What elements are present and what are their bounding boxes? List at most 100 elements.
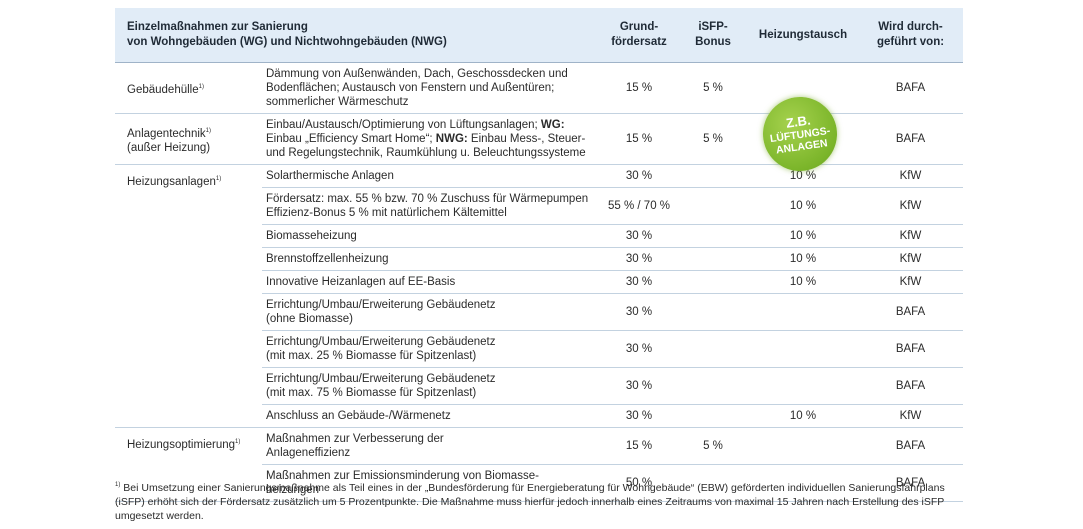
executed-by: KfW bbox=[858, 224, 964, 248]
footnote: 1) Bei Umsetzung einer Sanierungsmaßnahm… bbox=[115, 478, 963, 523]
table-row: Maßnahmen zur Emissionsminderung von Bio… bbox=[115, 464, 964, 502]
description-line: Errichtung/Umbau/Erweiterung Gebäudenetz bbox=[266, 336, 496, 348]
heating-swap-value: 10 % bbox=[789, 276, 817, 288]
footnote-marker: 1) bbox=[215, 176, 222, 182]
description: Innovative Heizanlagen auf EE-Basis bbox=[262, 270, 601, 294]
header-line: von Wohngebäuden (WG) und Nichtwohngebäu… bbox=[127, 36, 447, 48]
base-rate: 30 % bbox=[600, 270, 679, 294]
executed-by-value: BAFA bbox=[895, 82, 926, 94]
header-line: geführt von: bbox=[876, 36, 945, 48]
heating-swap bbox=[748, 330, 859, 368]
header-cell: Einzelmaßnahmen zur Sanierung von Wohngeb… bbox=[115, 8, 601, 63]
group-label: Gebäudehülle1) bbox=[115, 62, 262, 114]
description-line: Biomasseheizung bbox=[266, 230, 357, 242]
header-line: Einzelmaßnahmen zur Sanierung bbox=[127, 21, 308, 33]
executed-by-value: KfW bbox=[899, 253, 922, 265]
description: Errichtung/Umbau/Erweiterung Gebäudenetz… bbox=[262, 293, 601, 331]
isfp-bonus: 5 % bbox=[678, 62, 749, 114]
group-text: Heizungsanlagen bbox=[127, 176, 216, 188]
heating-swap: 10 % bbox=[748, 404, 859, 428]
heating-swap bbox=[748, 293, 859, 331]
executed-by-value: KfW bbox=[899, 410, 922, 422]
description: Fördersatz: max. 55 % bzw. 70 % Zuschuss… bbox=[262, 187, 601, 225]
description-line: sommerlicher Wärmeschutz bbox=[266, 96, 409, 108]
executed-by-value: BAFA bbox=[895, 343, 926, 355]
measures-table: Einzelmaßnahmen zur Sanierung von Wohngeb… bbox=[115, 8, 964, 502]
group-label: Heizungsanlagen1) bbox=[115, 164, 262, 428]
base-rate-value: 15 % bbox=[625, 82, 653, 94]
header-line: Heizungstausch bbox=[758, 28, 848, 41]
heating-swap: 10 % bbox=[748, 164, 859, 188]
description-line: Brennstoffzellenheizung bbox=[266, 253, 389, 265]
isfp-bonus: 5 % bbox=[678, 113, 749, 165]
base-rate: 30 % bbox=[600, 293, 679, 331]
description: Solarthermische Anlagen bbox=[262, 164, 601, 188]
description-line: Anschluss an Gebäude-/Wärmenetz bbox=[266, 410, 451, 422]
executed-by: BAFA bbox=[858, 464, 964, 502]
footnote-marker: 1) bbox=[235, 439, 241, 445]
group-line: Anlagentechnik1) bbox=[127, 124, 258, 141]
group-text: Gebäudehülle bbox=[127, 83, 199, 96]
group-line: (außer Heizung) bbox=[127, 141, 258, 155]
base-rate: 30 % bbox=[600, 367, 679, 405]
description: Errichtung/Umbau/Erweiterung Gebäudenetz… bbox=[262, 330, 601, 368]
executed-by: BAFA bbox=[858, 427, 964, 465]
base-rate-value: 30 % bbox=[625, 230, 653, 242]
description: Maßnahmen zur Emissionsminderung von Bio… bbox=[262, 464, 601, 502]
isfp-bonus bbox=[678, 367, 749, 405]
isfp-bonus bbox=[678, 293, 749, 331]
isfp-bonus: 5 % bbox=[678, 427, 749, 465]
group-line: Heizungsanlagen1) bbox=[127, 172, 258, 189]
isfp-bonus bbox=[678, 187, 749, 225]
description-line: Einbau „Efficiency Smart Home“; NWG: Ein… bbox=[266, 132, 596, 146]
footnote-marker: 1) bbox=[198, 83, 204, 90]
description-line: Anlageneffizienz bbox=[266, 447, 351, 459]
table-row: Brennstoffzellenheizung 30 % 10 % KfW bbox=[115, 247, 964, 271]
table-row: Heizungsanlagen1) Solarthermische Anlagen… bbox=[115, 164, 964, 428]
description: Einbau/Austausch/Optimierung von Lüftung… bbox=[262, 113, 601, 165]
heating-swap-value: 10 % bbox=[789, 200, 817, 212]
header-line: fördersatz bbox=[611, 36, 667, 48]
base-rate-value: 30 % bbox=[625, 410, 653, 422]
description-text: Einbau Mess-, Steuer- bbox=[467, 133, 586, 145]
heating-swap bbox=[748, 367, 859, 405]
base-rate: 30 % bbox=[600, 224, 679, 248]
executed-by-value: BAFA bbox=[895, 306, 926, 318]
heating-swap bbox=[748, 427, 859, 465]
base-rate-value: 50 % bbox=[625, 477, 653, 489]
base-rate-value: 30 % bbox=[625, 170, 653, 182]
footnote-text: Bei Umsetzung einer Sanierungsmaßnahme a… bbox=[115, 482, 945, 522]
description-line: Solarthermische Anlagen bbox=[266, 170, 394, 182]
base-rate: 15 % bbox=[600, 113, 679, 165]
executed-by: KfW bbox=[858, 164, 964, 188]
table-row: Heizungsoptimierung1) Maßnahmen zur Verbe… bbox=[115, 427, 964, 502]
executed-by: KfW bbox=[858, 247, 964, 271]
base-rate: 30 % bbox=[600, 330, 679, 368]
isfp-bonus bbox=[678, 330, 749, 368]
base-rate-value: 30 % bbox=[625, 276, 653, 288]
base-rate-value: 30 % bbox=[625, 380, 653, 392]
description-line: (mit max. 75 % Biomasse für Spitzenlast) bbox=[266, 387, 477, 399]
isfp-bonus bbox=[678, 270, 749, 294]
description: Dämmung von Außenwänden, Dach, Geschossd… bbox=[262, 62, 601, 114]
isfp-bonus bbox=[678, 464, 749, 502]
executed-by-value: BAFA bbox=[895, 133, 926, 145]
base-rate-value: 15 % bbox=[625, 440, 653, 452]
base-rate: 50 % bbox=[600, 464, 679, 502]
base-rate-value: 15 % bbox=[625, 133, 653, 145]
table-row: Errichtung/Umbau/Erweiterung Gebäudenetz… bbox=[115, 293, 964, 331]
description-text: NWG: bbox=[435, 133, 468, 145]
header-cell: Wird durch-geführt von: bbox=[858, 8, 964, 63]
executed-by: KfW bbox=[858, 404, 964, 428]
base-rate: 30 % bbox=[600, 404, 679, 428]
group-label: Heizungsoptimierung1) bbox=[115, 427, 262, 502]
description-line: Errichtung/Umbau/Erweiterung Gebäudenetz bbox=[266, 299, 496, 311]
heating-swap: 10 % bbox=[748, 187, 859, 225]
description-line: Fördersatz: max. 55 % bzw. 70 % Zuschuss… bbox=[266, 193, 589, 205]
footnote-marker: 1) bbox=[115, 482, 121, 488]
base-rate: 55 % / 70 % bbox=[600, 187, 679, 225]
description: Errichtung/Umbau/Erweiterung Gebäudenetz… bbox=[262, 367, 601, 405]
executed-by-value: KfW bbox=[899, 200, 922, 212]
description-line: Innovative Heizanlagen auf EE-Basis bbox=[266, 276, 456, 288]
